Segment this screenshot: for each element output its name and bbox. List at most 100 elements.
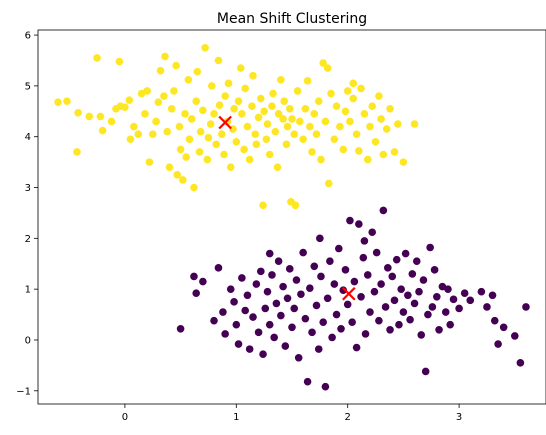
point-1-6 [219,308,227,316]
point-1-97 [430,266,439,274]
point-0-55 [215,101,224,110]
point-0-2 [73,148,81,156]
point-0-101 [301,104,310,113]
point-1-5 [214,264,223,272]
point-0-126 [363,155,372,164]
point-1-56 [339,286,348,294]
point-0-51 [207,82,216,90]
point-0-112 [324,179,333,188]
point-1-88 [410,299,419,308]
point-0-13 [125,96,134,104]
point-1-98 [433,292,441,301]
point-0-125 [360,110,369,118]
point-0-8 [107,117,116,126]
point-1-85 [404,291,412,300]
point-1-9 [230,298,238,306]
point-0-138 [410,120,419,128]
point-0-68 [240,145,248,154]
point-1-57 [341,266,350,274]
y-tick-label-7: 6 [25,31,31,42]
point-1-66 [361,330,370,338]
point-1-35 [292,276,301,284]
point-1-79 [390,296,399,305]
point-0-100 [299,135,307,144]
point-1-116 [522,303,530,311]
point-1-87 [408,270,417,278]
point-0-118 [341,107,350,116]
point-0-64 [232,137,241,146]
point-0-45 [196,127,205,136]
y-tick-label-5: 4 [25,132,31,143]
point-1-64 [357,292,365,301]
point-1-72 [375,316,383,325]
point-1-29 [279,282,287,291]
point-0-72 [248,102,256,111]
point-1-51 [328,333,336,342]
data-points [54,43,530,391]
point-0-95 [288,115,296,123]
point-0-23 [154,98,163,106]
point-0-136 [394,120,402,128]
point-1-77 [386,326,394,334]
point-0-110 [321,117,330,126]
point-1-96 [428,303,437,311]
point-1-99 [435,326,443,334]
point-1-14 [243,291,252,300]
point-1-54 [334,244,343,253]
point-1-93 [421,367,430,376]
point-1-1 [190,272,198,281]
point-1-50 [326,257,334,266]
point-0-1 [63,97,71,105]
point-1-84 [401,249,410,258]
point-0-15 [130,122,138,131]
point-0-111 [323,64,332,72]
point-0-119 [343,87,352,95]
point-0-77 [257,94,265,103]
y-tick-label-6: 5 [25,81,31,92]
point-0-83 [268,102,276,111]
point-0-33 [175,122,184,131]
point-0-91 [282,140,291,149]
point-0-10 [115,57,124,66]
point-0-22 [152,117,160,126]
point-1-17 [252,280,261,288]
point-1-91 [417,331,426,339]
point-0-12 [121,103,129,112]
point-0-53 [212,140,221,149]
point-0-67 [238,110,246,118]
point-1-37 [297,290,305,299]
point-0-5 [93,54,101,62]
point-1-18 [254,328,263,337]
point-0-124 [357,84,365,93]
point-0-92 [283,122,292,131]
point-0-4 [85,112,94,121]
point-0-97 [291,201,300,210]
point-1-90 [415,287,423,296]
point-1-4 [210,316,218,325]
point-1-109 [483,303,491,311]
point-1-31 [283,294,292,303]
point-1-27 [274,257,283,266]
point-0-48 [203,155,212,164]
point-1-110 [488,291,497,300]
point-0-39 [185,135,194,144]
point-1-83 [399,308,408,316]
point-1-47 [319,318,327,326]
point-1-33 [288,323,296,332]
point-0-63 [230,104,238,113]
point-1-118 [316,234,324,243]
point-0-30 [170,87,178,95]
point-0-127 [366,122,374,131]
center-marker-1 [342,286,356,301]
point-0-3 [74,109,82,117]
point-0-87 [274,110,283,118]
point-1-45 [314,345,323,353]
point-0-103 [306,122,314,131]
point-0-29 [167,104,176,113]
point-1-30 [281,342,290,350]
point-1-40 [303,377,312,386]
point-1-92 [419,276,428,284]
y-tick-label-0: −1 [16,386,31,397]
point-1-0 [176,324,185,333]
